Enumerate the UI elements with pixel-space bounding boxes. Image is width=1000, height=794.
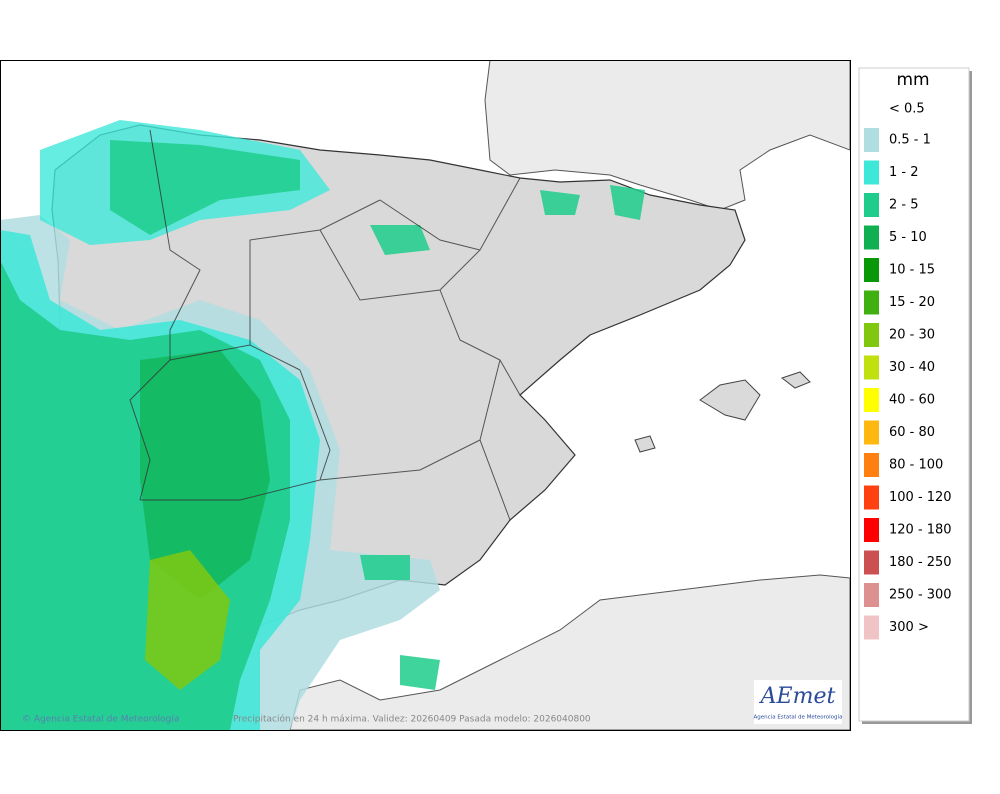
legend-swatch [864,420,879,445]
balearic-islands [634,371,811,453]
legend-swatch [864,128,879,152]
legend-swatch [864,160,879,185]
legend-swatch [864,583,879,607]
legend-label: 10 - 15 [889,263,935,278]
credit: © Agencia Estatal de Meteorología [22,715,179,725]
legend-swatch [864,290,879,315]
rain-area [110,140,300,235]
region-borders [129,129,521,521]
logo-name: AEmet [759,684,836,709]
legend-swatch [864,225,879,250]
africa [289,574,850,730]
legend-label: 0.5 - 1 [889,133,931,148]
legend-label: 180 - 250 [889,555,952,570]
legend-swatch [864,388,879,412]
legend-swatch [864,323,879,347]
legend-swatch [864,193,879,217]
legend-title: mm [896,70,929,90]
legend: mm < 0.5 0.5 - 1 1 - 2 2 - 5 5 - 10 10 - 15 15… [858,67,972,724]
legend-label: 250 - 300 [889,588,952,603]
legend-label: 300 > [889,620,929,635]
legend-label: 30 - 40 [889,360,935,375]
legend-label: 60 - 80 [889,425,935,440]
legend-swatch [864,615,879,640]
legend-swatch [864,518,879,542]
legend-label: 120 - 180 [889,523,952,538]
legend-label: 15 - 20 [889,295,935,310]
legend-swatch [864,550,879,575]
legend-label: 40 - 60 [889,393,935,408]
legend-label: < 0.5 [889,102,925,117]
legend-swatch [864,485,879,510]
legend-label: 20 - 30 [889,328,935,343]
legend-label: 2 - 5 [889,198,919,213]
france [484,61,850,211]
legend-label: 80 - 100 [889,458,943,473]
legend-label: 5 - 10 [889,230,927,245]
logo-subtitle: Agencia Estatal de Meteorología [754,714,843,721]
rain-area [145,550,230,690]
legend-label: 100 - 120 [889,490,952,505]
legend-swatch [864,453,879,477]
map: © Agencia Estatal de Meteorología Precip… [1,61,850,730]
rain-area [360,185,645,690]
logo-box [754,680,842,724]
legend-label: 1 - 2 [889,165,919,180]
legend-swatch [864,258,879,282]
map-frame [0,60,851,731]
rain-area [140,350,270,600]
caption: Precipitación en 24 h máxima. Validez: 2… [233,714,591,725]
legend-swatch [864,355,879,380]
